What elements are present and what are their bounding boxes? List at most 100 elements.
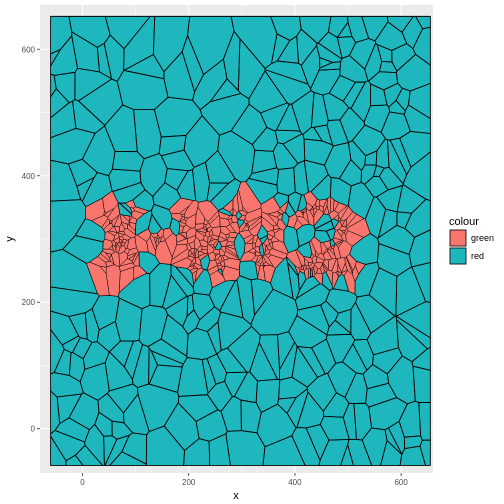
voronoi-tile-red — [376, 185, 403, 213]
voronoi-tile-red — [177, 394, 219, 422]
voronoi-tile-red — [276, 167, 296, 197]
voronoi-tile-red — [340, 444, 354, 466]
voronoi-tile-green — [329, 196, 335, 213]
voronoi-tile-red — [412, 365, 431, 403]
voronoi-tile-green — [255, 254, 263, 263]
legend-title: colour — [449, 216, 479, 228]
voronoi-tile-green — [225, 247, 239, 259]
voronoi-tile-red — [377, 224, 416, 255]
voronoi-tile-red — [324, 142, 352, 179]
voronoi-tile-red — [160, 313, 189, 357]
voronoi-tile-green — [209, 270, 226, 288]
voronoi-tile-green — [162, 227, 174, 241]
voronoi-tile-red — [68, 15, 111, 48]
voronoi-tile-red — [227, 325, 261, 373]
voronoi-tile-green — [338, 226, 347, 231]
x-tick-label: 400 — [288, 478, 302, 487]
voronoi-tile-red — [278, 376, 308, 400]
voronoi-tile-red — [373, 165, 385, 177]
voronoi-tile-red — [395, 301, 431, 339]
legend-key-green — [449, 229, 467, 247]
y-tick-label: 600 — [22, 45, 36, 54]
voronoi-tile-red — [230, 15, 278, 69]
y-axis-label: y — [4, 236, 16, 242]
voronoi-tile-red — [158, 135, 187, 157]
voronoi-tile-red — [109, 340, 134, 368]
voronoi-tile-green — [156, 234, 160, 240]
voronoi-tiles — [50, 15, 431, 466]
voronoi-tile-green — [111, 240, 116, 248]
voronoi-tile-green — [186, 265, 194, 271]
y-tick-label: 0 — [31, 425, 36, 434]
voronoi-tile-red — [326, 319, 352, 336]
voronoi-tile-green — [121, 241, 126, 247]
voronoi-tile-red — [317, 31, 343, 60]
y-axis-ticks: 0 200 400 600 — [22, 45, 40, 434]
x-axis-label: x — [233, 490, 239, 502]
voronoi-tile-red — [370, 83, 388, 107]
legend-label-red: red — [471, 251, 484, 261]
voronoi-tile-red — [327, 361, 357, 398]
voronoi-tile-red — [364, 42, 383, 82]
voronoi-tile-green — [118, 238, 123, 243]
y-tick-label: 400 — [22, 172, 36, 181]
voronoi-tile-red — [419, 439, 431, 466]
voronoi-tile-red — [351, 124, 386, 157]
voronoi-tile-green — [209, 244, 215, 248]
voronoi-tile-red — [347, 438, 373, 466]
voronoi-tile-red — [249, 342, 278, 382]
voronoi-tile-green — [300, 210, 305, 214]
voronoi-tile-green — [252, 252, 256, 256]
legend-label-green: green — [471, 233, 494, 243]
voronoi-tile-green — [207, 251, 216, 261]
voronoi-tile-red — [219, 279, 244, 319]
voronoi-tile-green — [118, 232, 125, 238]
voronoi-tile-green — [127, 252, 137, 260]
voronoi-tile-green — [279, 200, 289, 213]
voronoi-tile-red — [291, 345, 319, 388]
voronoi-tile-green — [218, 211, 231, 220]
voronoi-tile-red — [191, 292, 215, 321]
voronoi-tile-green — [220, 260, 226, 267]
x-tick-label: 0 — [80, 478, 85, 487]
voronoi-tile-red — [50, 310, 80, 346]
voronoi-tile-red — [53, 348, 72, 376]
voronoi-tile-red — [386, 15, 414, 33]
voronoi-tile-green — [355, 261, 366, 275]
voronoi-tile-red — [208, 433, 231, 466]
voronoi-tile-green — [262, 262, 271, 266]
voronoi-tile-red — [138, 304, 169, 347]
x-tick-label: 200 — [182, 478, 196, 487]
voronoi-tile-red — [402, 151, 431, 201]
voronoi-tile-red — [319, 415, 350, 441]
voronoi-tile-green — [226, 215, 233, 221]
voronoi-tile-green — [125, 199, 136, 209]
voronoi-tile-green — [122, 214, 131, 222]
voronoi-tile-green — [109, 219, 113, 224]
voronoi-tile-green — [332, 237, 343, 244]
voronoi-tile-red — [291, 427, 321, 466]
voronoi-tile-red — [230, 103, 268, 145]
voronoi-tile-green — [127, 223, 136, 235]
voronoi-tile-red — [137, 383, 180, 432]
voronoi-tile-red — [398, 400, 422, 438]
voronoi-tile-red — [272, 142, 299, 170]
voronoi-tile-red — [74, 67, 113, 102]
voronoi-tile-red — [50, 286, 100, 317]
voronoi-tile-red — [50, 88, 70, 119]
voronoi-tile-red — [302, 126, 323, 142]
voronoi-tile-green — [300, 265, 304, 270]
voronoi-tile-green — [308, 267, 311, 278]
voronoi-tile-red — [123, 54, 165, 80]
voronoi-tile-green — [132, 206, 150, 215]
voronoi-tile-red — [264, 69, 312, 105]
voronoi-tile-green — [219, 248, 226, 256]
voronoi-tile-red — [220, 395, 242, 432]
voronoi-tile-red — [206, 353, 228, 385]
voronoi-tile-red — [192, 161, 211, 203]
voronoi-tile-green — [218, 235, 228, 243]
voronoi-tile-red — [82, 341, 110, 370]
voronoi-tile-red — [408, 229, 431, 268]
voronoi-tile-green — [131, 210, 145, 220]
